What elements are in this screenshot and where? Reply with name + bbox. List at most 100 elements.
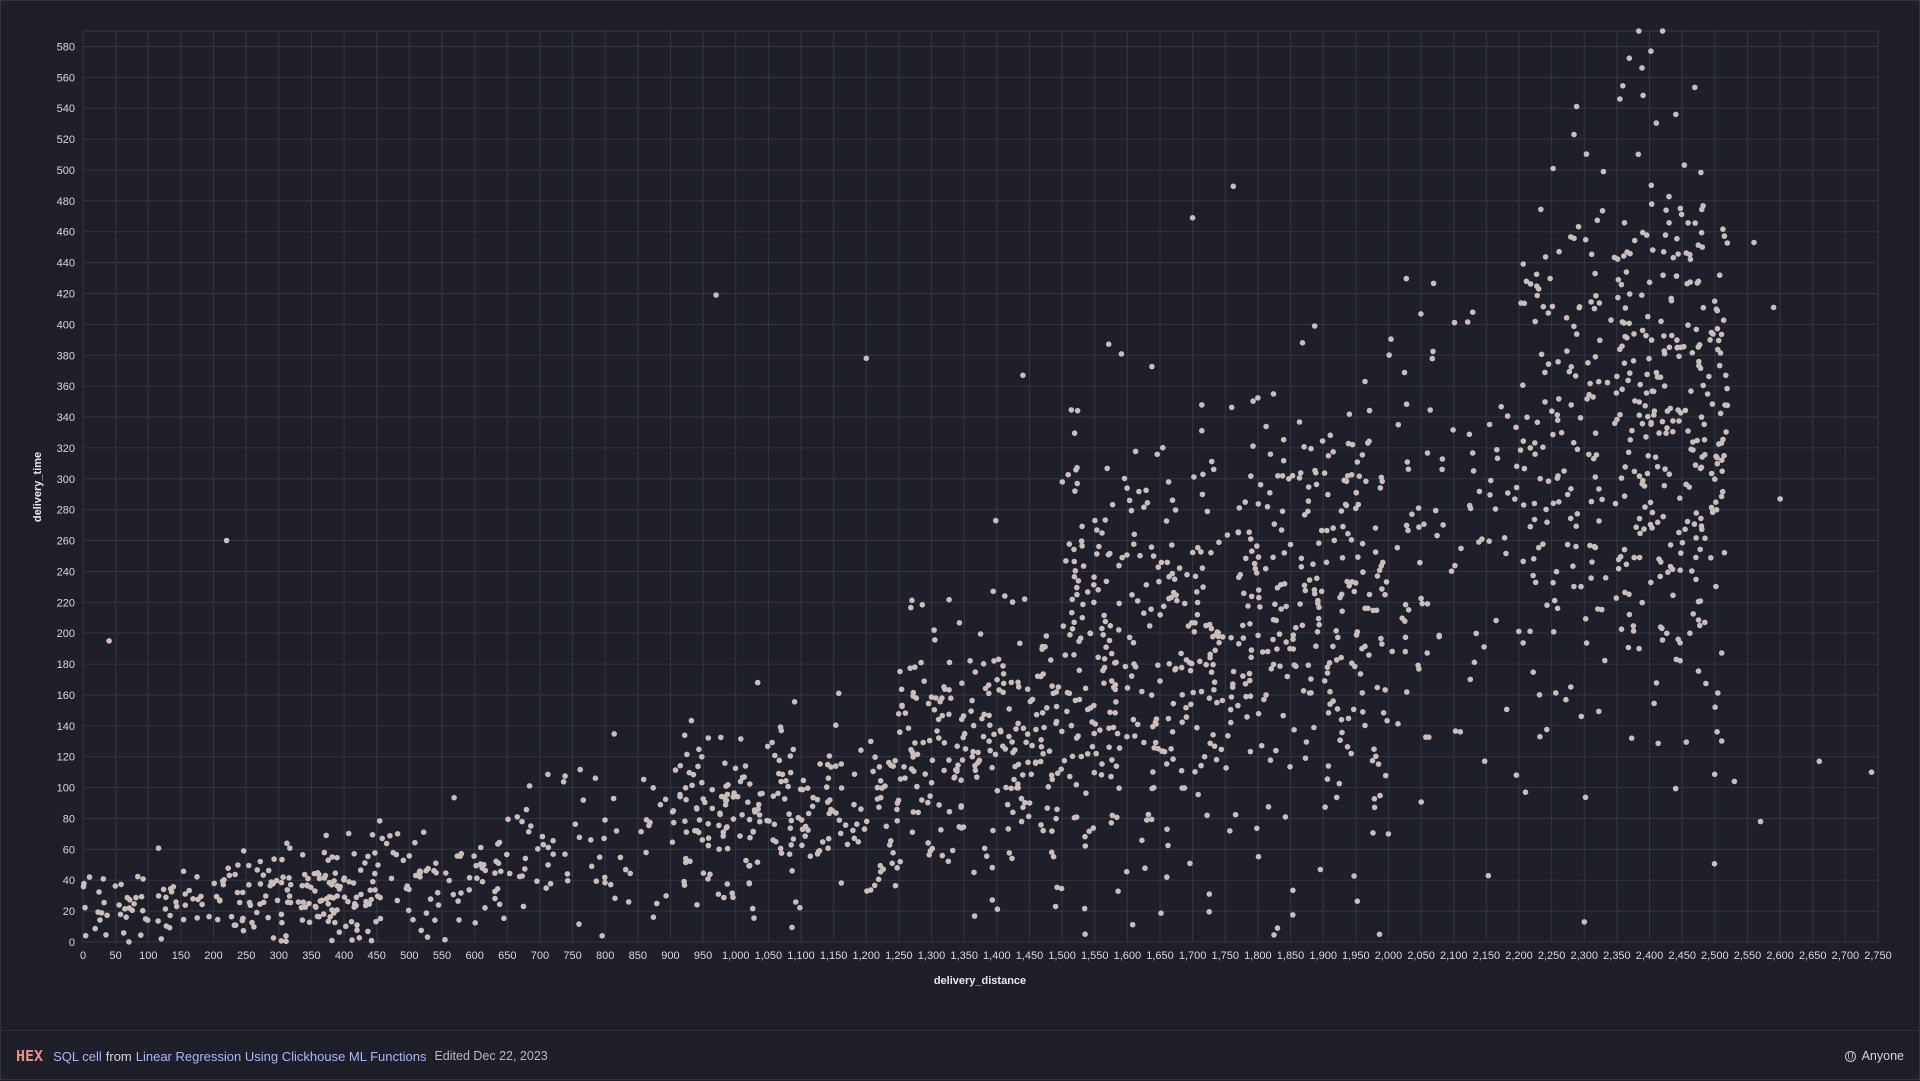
scatter-point [993,517,999,524]
scatter-point [757,818,763,825]
scatter-point [1025,813,1032,820]
scatter-point [1071,573,1078,580]
scatter-point [747,834,753,841]
scatter-point [1688,388,1694,394]
scatter-point [1149,785,1155,792]
scatter-point [1592,544,1599,551]
scatter-point [1109,757,1115,763]
scatter-point [279,856,285,863]
scatter-point [312,888,318,894]
scatter-point [646,822,652,829]
scatter-point [232,871,238,878]
scatter-point [1658,559,1664,565]
scatter-point [1588,299,1594,305]
scatter-point [1516,628,1522,635]
scatter-point [804,785,811,791]
scatter-point [1625,449,1632,456]
scatter-point [1255,587,1262,593]
scatter-point [936,802,942,808]
scatter-point [1696,342,1703,348]
scatter-point [911,768,917,774]
scatter-point [479,878,486,885]
scatter-point [1195,544,1201,551]
scatter-point [1702,451,1708,458]
scatter-point [1041,724,1047,731]
scatter-point [1450,427,1456,433]
scatter-point [1534,419,1541,426]
cell-type-link[interactable]: SQL cell [53,1048,102,1064]
scatter-point [1582,236,1589,243]
scatter-point [810,794,816,801]
scatter-point [1362,722,1368,729]
scatter-point [301,871,308,878]
scatter-point [687,858,693,865]
scatter-point [1280,457,1287,464]
scatter-point [1163,518,1170,524]
scatter-point [1352,663,1358,670]
scatter-point [1711,298,1718,305]
scatter-point [975,749,981,756]
scatter-point [1531,516,1538,523]
scatter-point [1012,747,1018,753]
scatter-point [170,884,177,890]
scatter-point [1200,584,1206,590]
scatter-point [939,712,946,719]
visibility-indicator[interactable]: Anyone [1844,1049,1904,1063]
scatter-point [989,864,996,871]
scatter-point [1614,256,1621,262]
scatter-point [1343,478,1350,485]
scatter-point [724,791,731,798]
scatter-point [1324,776,1331,782]
scatter-point [319,897,325,904]
scatter-point [737,833,743,839]
scatter-point [989,897,996,903]
scatter-point [1625,377,1631,384]
scatter-point [1469,309,1476,316]
scatter-point [1129,921,1136,928]
scatter-point [602,817,608,823]
scatter-point [1312,467,1318,474]
scatter-point [472,920,479,926]
scatter-point [1630,623,1637,629]
scatter-point [1379,586,1385,592]
scatter-point [1216,639,1222,646]
scatter-point [1315,597,1321,604]
scatter-point [1532,451,1538,458]
y-tick-label: 380 [57,350,75,362]
x-tick-label: 300 [270,950,288,962]
scatter-point [373,918,379,925]
scatter-point [1700,304,1707,311]
scatter-point [1627,250,1633,257]
scatter-point [958,777,964,783]
scatter-point [1098,772,1105,778]
project-link[interactable]: Linear Regression Using Clickhouse ML Fu… [135,1048,427,1064]
scatter-point [1642,504,1648,510]
hex-logo[interactable]: HEX [16,1047,44,1065]
scatter-point [769,739,775,746]
scatter-point [1405,527,1411,534]
scatter-point [1273,617,1279,624]
scatter-point [1025,759,1031,766]
scatter-point [369,832,376,838]
scatter-point [877,869,884,875]
scatter-point [1287,764,1293,770]
x-tick-label: 750 [563,950,581,962]
scatter-point [1696,362,1702,369]
scatter-point [1718,738,1725,744]
scatter-point [1701,437,1708,443]
scatter-point [1538,206,1544,213]
scatter-point [1155,745,1161,752]
y-tick-label: 440 [57,258,75,270]
x-tick-label: 2,100 [1440,950,1468,962]
scatter-point [990,588,996,595]
scatter-point [1144,817,1150,823]
scatter-point [1645,313,1651,320]
scatter-point [720,829,727,835]
scatter-point [1719,468,1725,475]
scatter-point [1643,434,1649,440]
scatter-point [1418,595,1424,602]
x-tick-label: 900 [661,950,679,962]
scatter-point [1103,644,1109,650]
scatter-point [365,928,371,935]
scatter-point [1402,634,1409,641]
